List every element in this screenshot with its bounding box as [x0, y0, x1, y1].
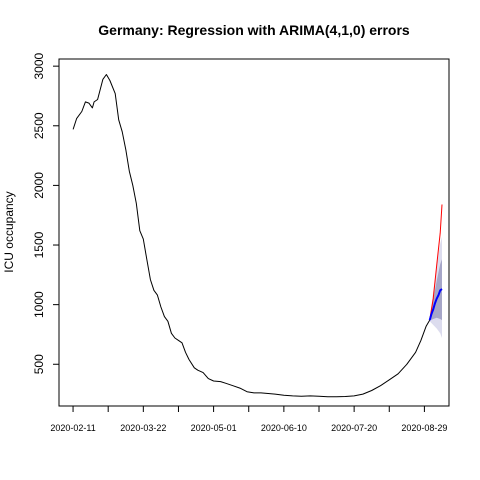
x-tick-label: 2020-07-20 [331, 423, 377, 433]
x-tick-label: 2020-02-11 [50, 423, 95, 433]
chart-title: Germany: Regression with ARIMA(4,1,0) er… [98, 22, 410, 38]
observed-series-line [72, 74, 431, 398]
y-tick-label: 1500 [32, 231, 46, 258]
y-tick-label: 2500 [32, 112, 46, 139]
interval-80-layer [429, 259, 442, 321]
x-tick-label: 2020-03-22 [120, 423, 166, 433]
y-tick-label: 3000 [32, 52, 46, 79]
series-layer [72, 74, 443, 398]
y-axis-label: ICU occupancy [2, 191, 16, 272]
y-tick-label: 500 [32, 354, 46, 374]
x-tick-label: 2020-06-10 [261, 423, 307, 433]
x-tick-label: 2020-08-29 [401, 423, 447, 433]
interval-80-band [429, 259, 442, 321]
reference-series-line [429, 204, 443, 321]
forecast-series-line [428, 288, 443, 321]
y-axis-ticks: 500 1000 1500 2000 2500 3000 [32, 52, 59, 374]
x-tick-label: 2020-05-01 [191, 423, 237, 433]
x-axis-ticks: 2020-02-11 2020-03-22 2020-05-01 2020-06-10… [50, 406, 447, 433]
y-tick-label: 1000 [32, 291, 46, 318]
y-tick-label: 2000 [32, 172, 46, 199]
